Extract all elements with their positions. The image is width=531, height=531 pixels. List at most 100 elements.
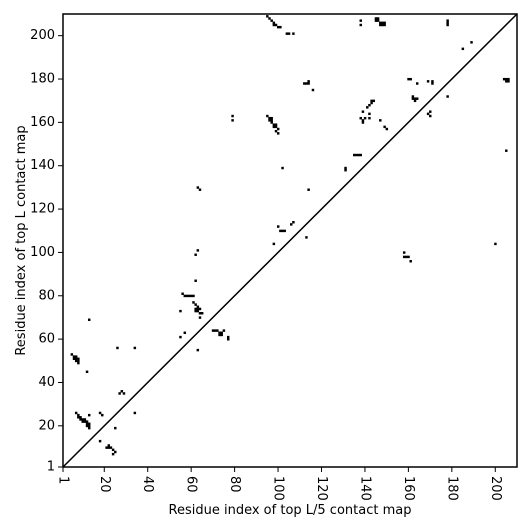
- contact-point: [79, 418, 82, 421]
- contact-point: [502, 77, 506, 81]
- contact-point: [370, 101, 373, 105]
- contact-point: [409, 260, 412, 263]
- contact-point: [287, 32, 291, 35]
- contact-point: [270, 121, 273, 124]
- contact-point: [431, 80, 434, 83]
- contact-point: [114, 450, 117, 454]
- contact-point: [415, 97, 419, 100]
- contact-point: [272, 125, 276, 129]
- y-tick-label: 180: [30, 72, 55, 87]
- contact-point: [85, 422, 89, 426]
- y-tick-label: 200: [30, 28, 55, 43]
- contact-point: [74, 357, 78, 361]
- contact-point: [385, 127, 389, 131]
- contact-point: [272, 242, 276, 246]
- contact-point: [107, 444, 110, 447]
- contact-point: [183, 331, 187, 334]
- contact-point: [196, 309, 200, 313]
- contact-point: [307, 82, 310, 85]
- contact-point: [270, 119, 273, 122]
- contact-point: [507, 77, 510, 81]
- contact-point: [376, 19, 380, 22]
- contact-point: [181, 292, 184, 295]
- contact-point: [344, 168, 347, 172]
- x-tick-label: 200: [488, 476, 503, 501]
- x-tick-label: 160: [401, 476, 416, 501]
- contact-point: [426, 80, 430, 83]
- y-tick-label: 100: [30, 245, 55, 260]
- contact-point: [374, 17, 378, 20]
- contact-point: [505, 80, 508, 83]
- contact-point: [179, 335, 182, 339]
- contact-point: [72, 357, 76, 361]
- contact-point: [194, 253, 197, 256]
- y-tick-label: 60: [38, 332, 55, 347]
- contact-point: [411, 95, 415, 98]
- contact-point: [98, 439, 102, 443]
- contact-point: [446, 19, 449, 22]
- contact-point: [87, 426, 91, 430]
- contact-point: [198, 307, 202, 311]
- contact-point: [194, 309, 197, 313]
- contact-point: [220, 333, 223, 337]
- contact-point: [407, 77, 410, 81]
- contact-point: [211, 329, 215, 332]
- contact-point: [274, 129, 278, 133]
- contact-point: [276, 225, 280, 228]
- contact-point: [407, 255, 410, 259]
- contact-point: [411, 97, 415, 100]
- x-axis-ticks: 1 20 40 60 80 100 120 140 160 180 200: [56, 467, 503, 501]
- contact-point: [361, 110, 365, 113]
- contact-point: [120, 390, 124, 393]
- contact-point: [185, 294, 189, 298]
- contact-point: [183, 294, 187, 298]
- contact-point: [192, 301, 195, 304]
- contact-point: [361, 119, 365, 122]
- contact-point: [274, 123, 278, 126]
- contact-point: [381, 21, 384, 25]
- x-axis-label: Residue index of top L/5 contact map: [169, 503, 412, 518]
- contact-point: [461, 47, 465, 51]
- contact-point: [311, 88, 315, 92]
- y-tick-label: 120: [30, 202, 55, 217]
- y-axis-label: Residue index of top L contact map: [14, 125, 29, 355]
- contact-point: [415, 82, 419, 85]
- contact-point: [79, 416, 82, 419]
- contact-point: [109, 446, 113, 449]
- contact-point: [429, 114, 432, 118]
- contact-point: [374, 19, 378, 22]
- contact-point: [368, 103, 371, 107]
- contact-point: [216, 329, 219, 332]
- contact-point: [196, 305, 200, 308]
- contact-point: [98, 411, 102, 415]
- contact-point: [77, 357, 80, 361]
- contact-point: [105, 446, 108, 449]
- contact-point: [494, 242, 497, 246]
- contact-point: [283, 229, 286, 233]
- contact-point: [307, 188, 310, 191]
- contact-point: [426, 112, 430, 116]
- contact-point: [218, 331, 221, 334]
- contact-point: [83, 420, 87, 423]
- contact-point: [303, 82, 306, 85]
- contact-point: [276, 25, 280, 29]
- y-tick-label: 140: [30, 158, 55, 173]
- x-tick-label: 100: [271, 476, 286, 501]
- contact-point: [368, 116, 371, 120]
- contact-point: [266, 15, 269, 18]
- contact-point: [383, 21, 386, 25]
- contact-point: [218, 333, 221, 337]
- contact-point: [196, 186, 200, 189]
- contact-point: [357, 153, 360, 157]
- contact-point: [359, 23, 362, 27]
- contact-point: [196, 348, 200, 352]
- contact-point: [194, 307, 197, 311]
- contact-point: [359, 19, 362, 22]
- contact-point: [355, 153, 358, 157]
- y-tick-label: 1: [47, 460, 55, 475]
- contact-point: [372, 99, 376, 103]
- contact-point: [77, 361, 80, 365]
- y-tick-label: 20: [38, 418, 55, 433]
- contact-point: [359, 116, 362, 120]
- contact-point: [268, 119, 271, 122]
